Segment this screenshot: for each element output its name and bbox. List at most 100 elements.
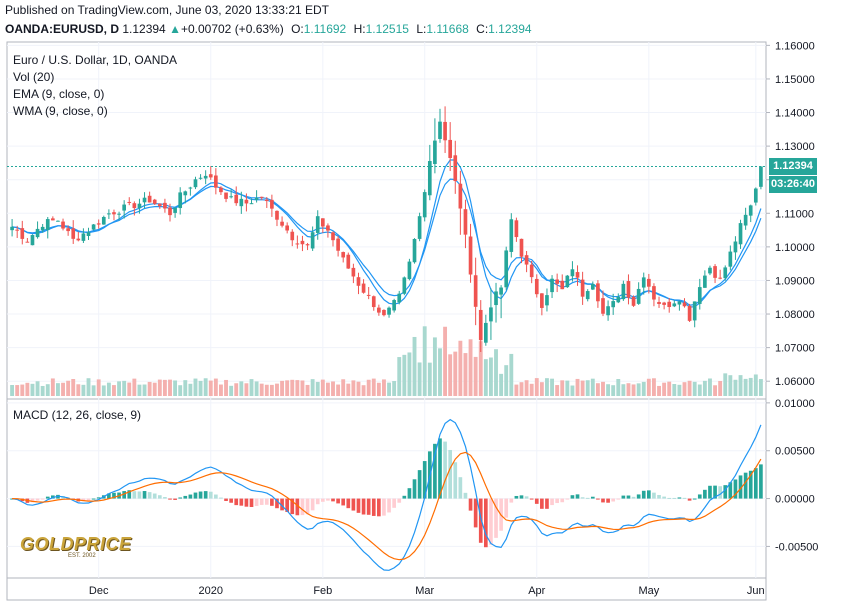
macd-hist-bar [708, 485, 712, 499]
volume-bar [341, 379, 346, 396]
candle-body [692, 301, 697, 321]
macd-hist-bar [647, 490, 651, 499]
candle-body [489, 307, 493, 322]
volume-bar [687, 380, 692, 396]
candle-body [448, 139, 453, 158]
macd-hist-bar [489, 498, 493, 545]
last-price: 1.12394 [122, 22, 166, 36]
candle-body [86, 232, 91, 236]
volume-bar [320, 379, 325, 396]
volume-bar [534, 378, 539, 396]
candle-body [336, 238, 340, 251]
volume-bar [468, 339, 473, 396]
candle-body [178, 192, 183, 209]
candle-body [550, 278, 554, 293]
symbol-label[interactable]: OANDA:EURUSD, D [5, 22, 119, 36]
macd-hist-bar [483, 498, 488, 548]
volume-bar [61, 382, 65, 396]
volume-bar [300, 380, 305, 396]
macd-hist-bar [759, 464, 763, 499]
volume-bar [244, 383, 249, 396]
volume-bar [453, 351, 458, 396]
macd-hist-bar [534, 498, 539, 504]
candle-body [458, 183, 463, 209]
macd-hist-bar [657, 494, 661, 499]
candle-body [198, 177, 203, 179]
candle-body [560, 280, 565, 290]
volume-bar [560, 380, 565, 396]
macd-tick-label: 0.01000 [775, 398, 815, 410]
macd-hist-bar [545, 498, 549, 509]
candle-body [606, 306, 610, 316]
candle-body [703, 275, 707, 288]
volume-bar [81, 384, 86, 396]
macd-hist-bar [417, 470, 422, 499]
candle-body [377, 307, 381, 313]
volume-bar [142, 384, 147, 396]
volume-bar [412, 336, 417, 396]
macd-hist-bar [494, 498, 498, 538]
macd-hist-bar [107, 493, 111, 499]
volume-bar [662, 382, 667, 396]
volume-bar [310, 379, 315, 396]
time-tick-label: Dec [89, 585, 109, 597]
volume-bar [672, 384, 677, 396]
macd-hist-bar [529, 498, 534, 500]
high-label: H: [353, 22, 366, 36]
legend-wma[interactable]: WMA (9, close, 0) [13, 104, 108, 118]
candle-body [483, 322, 488, 343]
macd-hist-bar [703, 489, 707, 499]
macd-hist-bar [86, 498, 91, 501]
candle-body [652, 286, 656, 300]
candle-body [585, 291, 590, 300]
macd-hist-bar [697, 494, 702, 499]
volume-bar [545, 378, 549, 396]
macd-hist-bar [407, 488, 412, 499]
legend-macd[interactable]: MACD (12, 26, close, 9) [13, 408, 142, 422]
macd-hist-bar [229, 498, 233, 503]
candle-body [753, 188, 758, 203]
candle-body [290, 231, 295, 241]
macd-hist-bar [540, 498, 544, 509]
candle-body [417, 216, 422, 239]
macd-hist-bar [315, 498, 320, 505]
candle-body [611, 301, 616, 308]
volume-bar [575, 378, 580, 396]
volume-bar [315, 381, 320, 396]
macd-hist-bar [565, 498, 570, 500]
macd-hist-bar [412, 479, 417, 499]
candle-body [30, 235, 35, 246]
macd-hist-bar [723, 485, 728, 499]
volume-bar [219, 384, 223, 396]
candle-body [183, 191, 188, 196]
volume-bar [702, 380, 707, 396]
macd-hist-bar [203, 491, 208, 499]
macd-hist-bar [234, 498, 239, 506]
candle-body [382, 309, 386, 316]
volume-bar [137, 384, 142, 396]
macd-hist-bar [183, 495, 188, 499]
price-tick-label: 1.09000 [775, 275, 815, 287]
legend-volume[interactable]: Vol (20) [13, 70, 55, 84]
volume-bar [10, 385, 15, 396]
candle-body [540, 293, 544, 308]
volume-bar [494, 349, 498, 396]
candle-body [295, 243, 300, 245]
volume-bar [20, 384, 25, 396]
volume-bar [101, 385, 106, 396]
volume-bar [529, 383, 534, 396]
candle-body [25, 241, 30, 243]
price-tick-label: 1.14000 [775, 108, 815, 120]
volume-bar [269, 384, 274, 396]
candle-body [229, 196, 233, 198]
macd-hist-bar [224, 498, 228, 501]
macd-hist-bar [45, 496, 50, 499]
candle-body [91, 224, 96, 230]
ema-line [12, 178, 762, 306]
macd-hist-bar [433, 443, 437, 499]
macd-hist-bar [341, 498, 346, 506]
volume-bar [30, 383, 35, 396]
legend-ema[interactable]: EMA (9, close, 0) [13, 87, 105, 101]
candle-body [616, 296, 621, 303]
